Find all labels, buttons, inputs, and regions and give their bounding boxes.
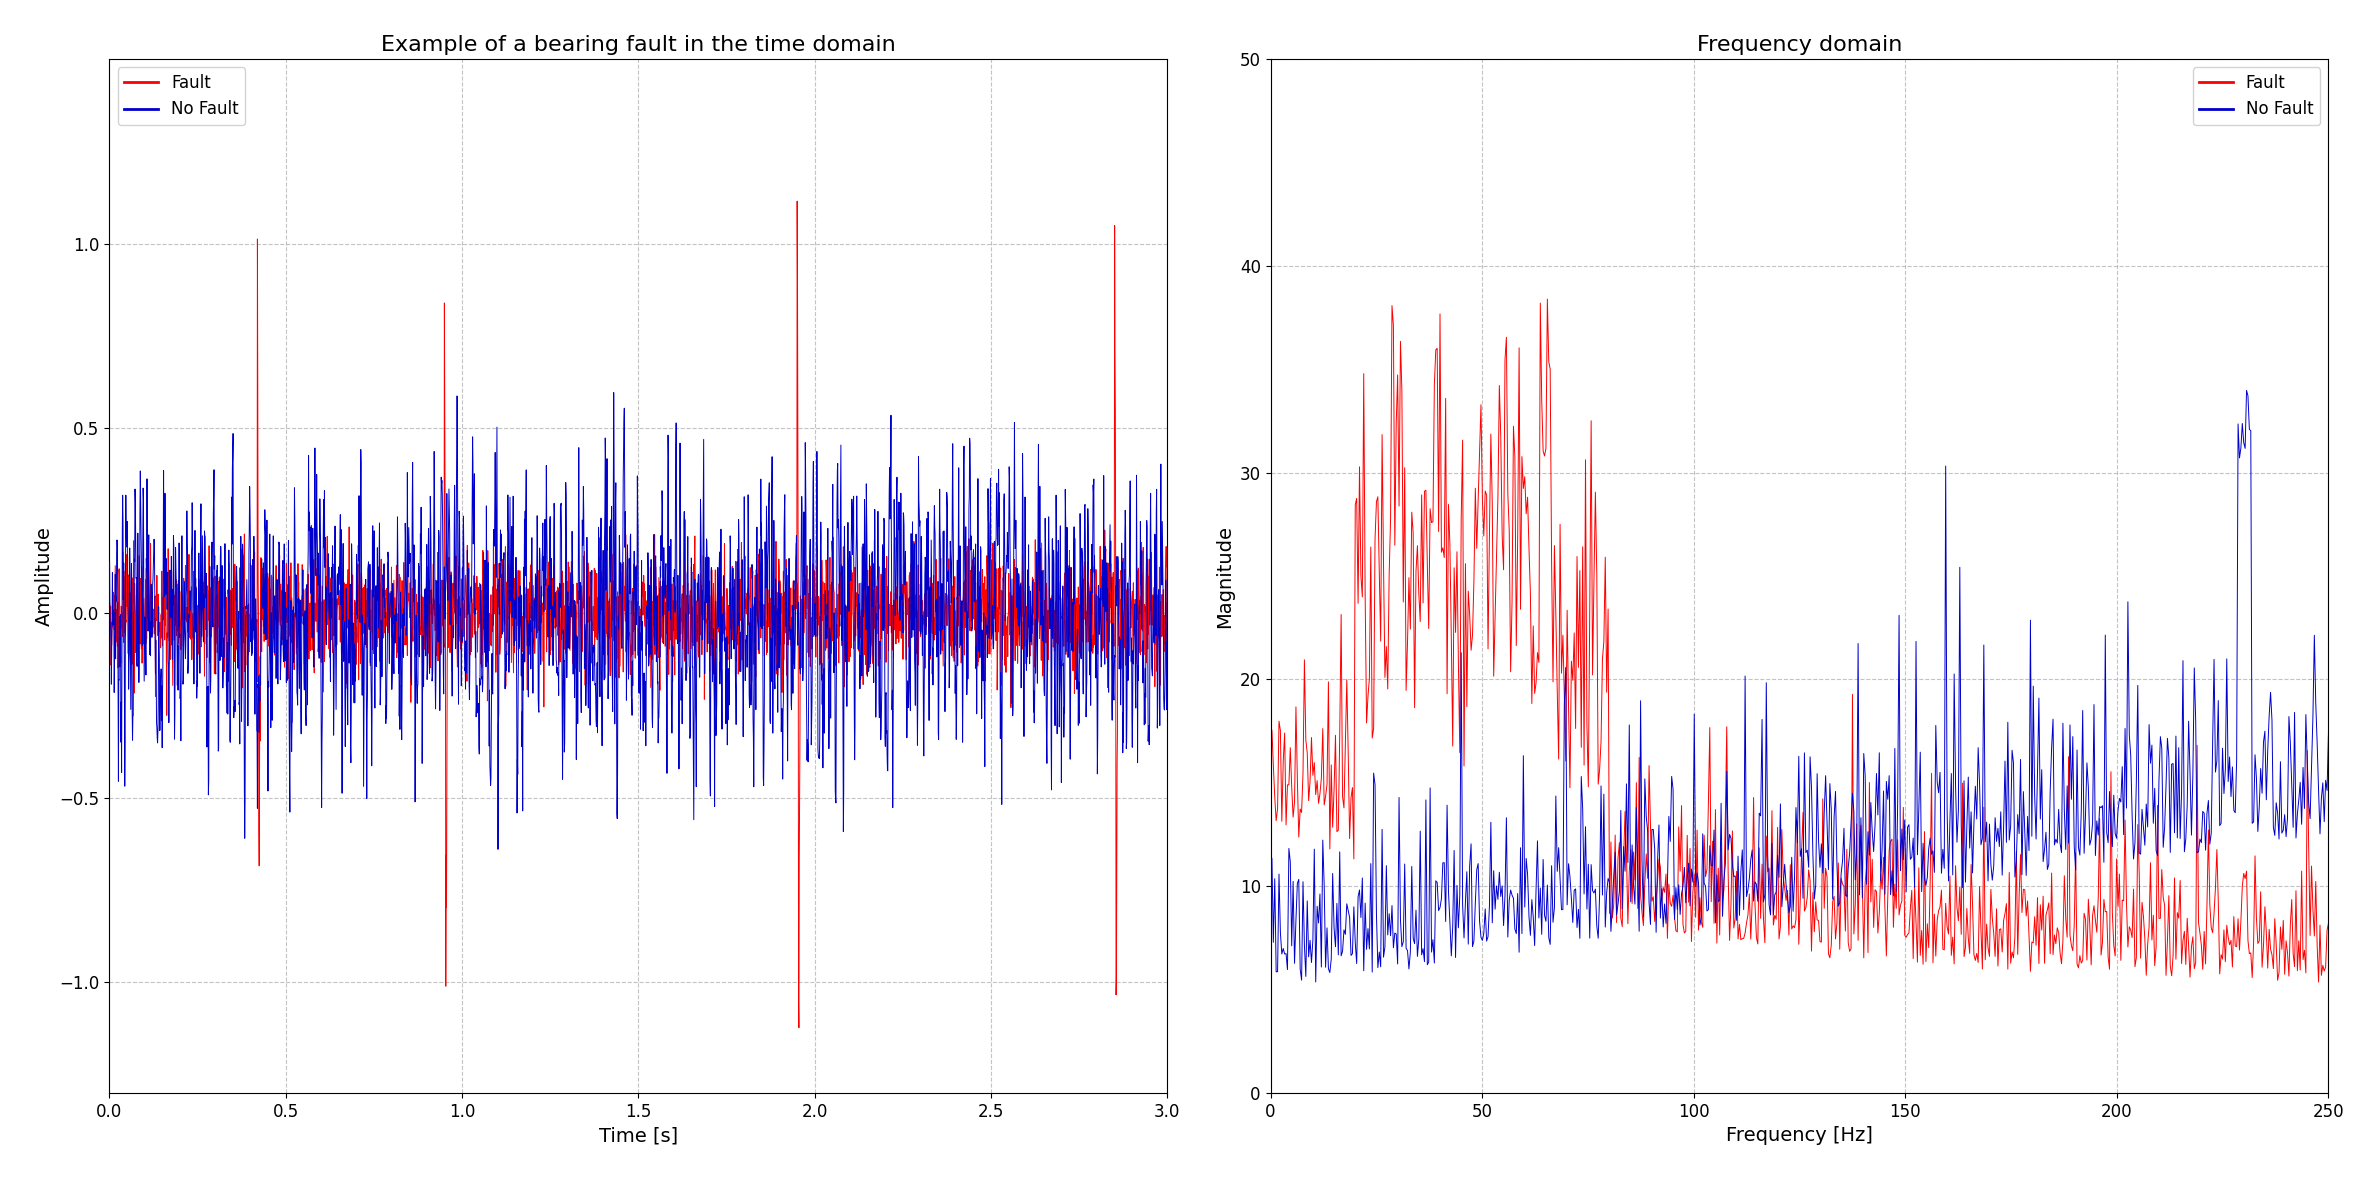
Y-axis label: Magnitude: Magnitude [1216, 525, 1235, 628]
Fault [1532, 291, 1561, 306]
Fault [1608, 919, 1637, 933]
Fault [547, 599, 576, 614]
Fault [2096, 962, 2124, 976]
Fault [1256, 739, 1285, 753]
Line: No Fault: No Fault [109, 393, 1168, 850]
No Fault [278, 603, 307, 617]
No Fault [502, 609, 531, 623]
Fault [1732, 926, 1760, 940]
No Fault [95, 556, 124, 570]
X-axis label: Frequency [Hz]: Frequency [Hz] [1727, 1126, 1872, 1146]
Line: Fault: Fault [1270, 299, 2329, 982]
Fault [783, 194, 811, 208]
Fault [1932, 897, 1960, 911]
Fault [1132, 623, 1161, 637]
No Fault [483, 843, 511, 857]
No Fault [600, 386, 628, 400]
Fault [278, 644, 307, 658]
No Fault [2096, 785, 2124, 799]
Fault [1018, 572, 1047, 586]
No Fault [1256, 946, 1285, 961]
Y-axis label: Amplitude: Amplitude [36, 526, 55, 625]
Line: No Fault: No Fault [1270, 391, 2329, 982]
X-axis label: Time [s]: Time [s] [600, 1126, 678, 1146]
No Fault [1608, 902, 1637, 916]
Fault [785, 1021, 814, 1035]
Fault [2305, 975, 2334, 989]
No Fault [1877, 887, 1906, 902]
No Fault [1154, 635, 1182, 649]
No Fault [547, 496, 576, 510]
Fault [2315, 916, 2343, 930]
No Fault [1732, 669, 1760, 683]
No Fault [1461, 933, 1489, 948]
Fault [216, 618, 245, 632]
Title: Example of a bearing fault in the time domain: Example of a bearing fault in the time d… [381, 34, 895, 54]
Fault [95, 615, 124, 629]
Line: Fault: Fault [109, 201, 1168, 1028]
Fault [1154, 596, 1182, 610]
No Fault [1301, 975, 1330, 989]
Fault [500, 598, 528, 612]
Legend: Fault, No Fault: Fault, No Fault [117, 67, 245, 125]
No Fault [2232, 384, 2260, 398]
Title: Frequency domain: Frequency domain [1696, 34, 1903, 54]
No Fault [216, 733, 245, 747]
No Fault [1018, 632, 1047, 647]
No Fault [1132, 522, 1161, 536]
Fault [1877, 834, 1906, 848]
No Fault [2315, 726, 2343, 740]
Legend: Fault, No Fault: Fault, No Fault [2193, 67, 2320, 125]
No Fault [1932, 459, 1960, 473]
Fault [1458, 628, 1487, 642]
